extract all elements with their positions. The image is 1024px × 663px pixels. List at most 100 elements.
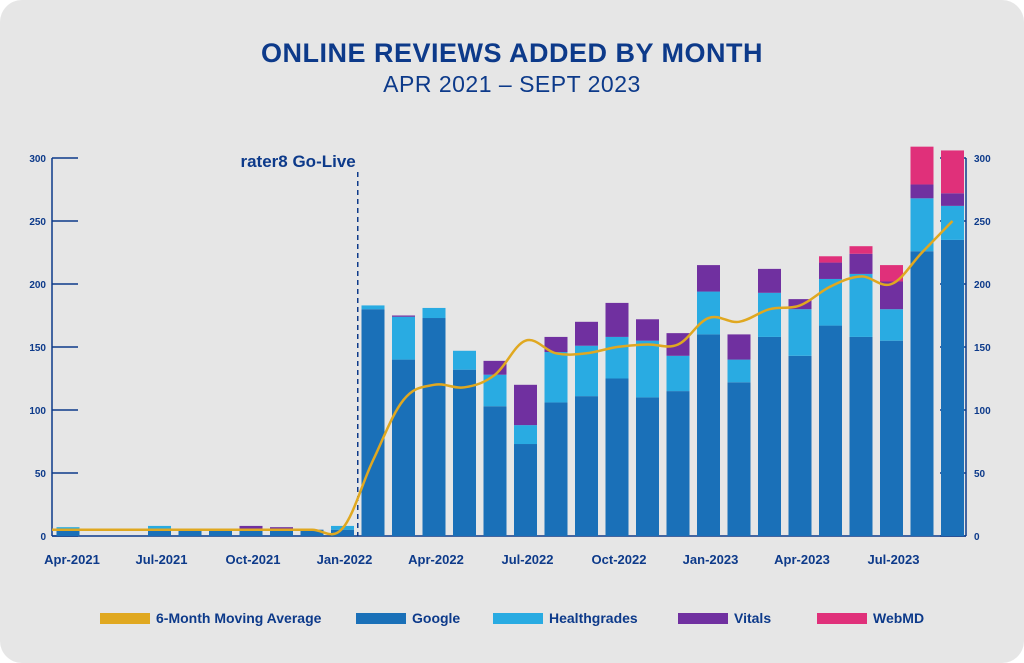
bar-google [849, 336, 873, 536]
y-tick-label-right: 100 [974, 406, 991, 417]
bar-healthgrades [880, 309, 903, 341]
bar-healthgrades [849, 273, 873, 337]
bar-vitals [941, 193, 964, 206]
bar-healthgrades [666, 355, 690, 392]
bar-google [453, 369, 476, 536]
x-tick-label: Apr-2021 [44, 552, 100, 567]
bar-google [605, 378, 629, 536]
bar-google [331, 529, 354, 536]
bar-vitals [636, 319, 659, 341]
chart-title: ONLINE REVIEWS ADDED BY MONTH [260, 38, 764, 68]
bar-vitals [239, 525, 263, 530]
legend-item-moving-average: 6-Month Moving Average [100, 607, 321, 629]
bar-google [270, 529, 293, 536]
bar-google [727, 382, 751, 536]
x-tick-label: Apr-2022 [408, 552, 464, 567]
legend-label-webmd: WebMD [873, 610, 925, 626]
legend-swatch-webmd [817, 612, 867, 624]
x-tick-label: Oct-2021 [226, 552, 281, 567]
y-tick-label-left: 200 [29, 280, 46, 291]
bar-google [56, 529, 80, 536]
bar-webmd [880, 265, 903, 282]
legend-label-vitals: Vitals [734, 610, 772, 626]
bar-vitals [819, 262, 842, 279]
y-tick-label-left: 300 [29, 154, 46, 165]
bar-google [910, 251, 934, 537]
chart-legend: 6-Month Moving Average Google Healthgrad… [0, 607, 1024, 629]
bar-healthgrades [727, 359, 751, 383]
legend-swatch-healthgrades [493, 612, 543, 624]
legend-label-google: Google [412, 610, 461, 626]
y-tick-label-right: 200 [974, 280, 991, 291]
bar-vitals [483, 360, 507, 375]
bar-vitals [880, 281, 903, 310]
y-tick-label-left: 0 [40, 532, 46, 543]
x-tick-label: Jul-2023 [867, 552, 919, 567]
bar-vitals [727, 334, 751, 360]
legend-swatch-google [356, 612, 406, 624]
y-tick-label-right: 300 [974, 154, 991, 165]
y-tick-label-left: 100 [29, 406, 46, 417]
bar-healthgrades [758, 292, 781, 337]
x-tick-label: Jul-2022 [501, 552, 553, 567]
bar-healthgrades [605, 336, 629, 379]
bar-google [819, 325, 842, 536]
bar-vitals [575, 321, 598, 346]
bar-google [544, 402, 568, 536]
bar-healthgrades [483, 374, 507, 407]
moving-average-line [51, 220, 954, 536]
bar-google [941, 239, 964, 536]
y-tick-label-left: 50 [35, 469, 47, 480]
legend-item-webmd: WebMD [817, 607, 924, 629]
bar-google [178, 529, 202, 536]
y-tick-label-right: 250 [974, 217, 991, 228]
bar-healthgrades [422, 307, 446, 319]
y-tick-label-left: 250 [29, 217, 46, 228]
x-tick-label: Jul-2021 [135, 552, 187, 567]
bar-healthgrades [56, 527, 80, 530]
legend-item-vitals: Vitals [678, 607, 771, 629]
bar-webmd [941, 150, 964, 194]
bar-healthgrades [514, 425, 537, 445]
bar-healthgrades [544, 352, 568, 403]
bar-vitals [392, 315, 415, 317]
x-tick-label: Jan-2023 [683, 552, 739, 567]
bar-vitals [605, 302, 629, 337]
chart-subtitle: APR 2021 – SEPT 2023 [383, 71, 641, 97]
legend-swatch-vitals [678, 612, 728, 624]
bar-vitals [910, 184, 934, 199]
bar-google [239, 529, 263, 536]
legend-label-healthgrades: Healthgrades [549, 610, 638, 626]
bar-vitals [697, 265, 720, 292]
bar-google [514, 444, 537, 536]
legend-item-healthgrades: Healthgrades [493, 607, 638, 629]
legend-item-google: Google [356, 607, 460, 629]
bar-google [148, 529, 171, 536]
bar-google [361, 309, 385, 536]
bar-healthgrades [575, 345, 598, 397]
bar-vitals [758, 268, 781, 293]
y-tick-label-right: 0 [974, 532, 980, 543]
legend-label-moving-average: 6-Month Moving Average [156, 610, 322, 626]
x-tick-label: Oct-2022 [592, 552, 647, 567]
bar-google [697, 334, 720, 536]
bar-healthgrades [910, 198, 934, 252]
bar-healthgrades [697, 291, 720, 335]
bar-webmd [910, 146, 934, 185]
bar-healthgrades [788, 309, 812, 356]
bar-vitals [270, 527, 293, 530]
bar-healthgrades [941, 205, 964, 240]
bar-google [575, 396, 598, 536]
bar-webmd [849, 246, 873, 254]
bar-google [666, 391, 690, 536]
go-live-label: rater8 Go-Live [240, 152, 355, 171]
bar-healthgrades [148, 525, 171, 530]
bar-google [209, 529, 232, 536]
bar-healthgrades [636, 340, 659, 398]
bar-healthgrades [453, 350, 476, 370]
bar-google [300, 529, 324, 536]
y-tick-label-right: 150 [974, 343, 991, 354]
bar-vitals [514, 384, 537, 426]
